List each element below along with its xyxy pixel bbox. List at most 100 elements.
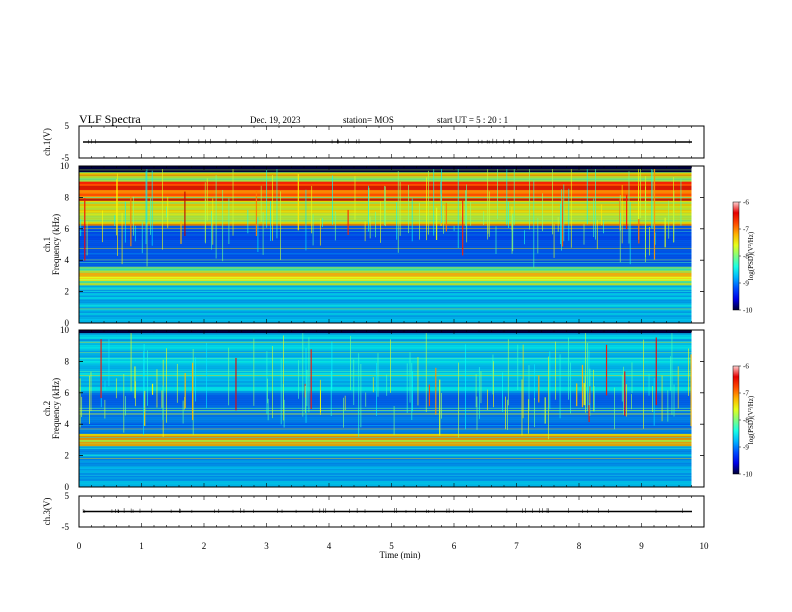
- ch2-spectrogram-band-row: [79, 349, 692, 352]
- ch2-spectrogram-band-row: [79, 376, 692, 380]
- ch2-spectrogram-band-row: [79, 450, 692, 453]
- ch1-spectrogram-ytick-label: 0: [65, 318, 70, 328]
- ch2-spectrogram-ytick-label: 2: [65, 451, 70, 461]
- ch2-spectrogram-ylabel: Frequency (kHz): [51, 378, 61, 439]
- ch2-spectrogram-band-row: [79, 470, 692, 474]
- ch2-spectrogram-band-row: [79, 353, 692, 356]
- xtick-label: 6: [452, 541, 457, 551]
- ch2-spectrogram-band-row: [79, 456, 692, 459]
- ch2-spectrogram-band-row: [79, 405, 692, 408]
- ch1-spectrogram-band-row: [79, 244, 692, 247]
- ch2-spectrogram-band-row: [79, 429, 692, 432]
- ch1-spectrogram-band-row: [79, 281, 692, 284]
- ch1-spectrogram-panel: 0 2 4 6 8 10 ch.1 Frequency (kHz): [42, 161, 705, 328]
- ch1-waveform-ytick-label: -5: [62, 153, 70, 163]
- ch1-spectrogram-band-row: [79, 270, 692, 274]
- ch1-spectrogram-band-row: [79, 264, 692, 267]
- ch2-spectrogram-band-row: [79, 452, 692, 455]
- xtick-label: 7: [514, 541, 519, 551]
- ch1-spectrogram-sferics: [80, 169, 682, 268]
- ch1-spectrogram-band-row: [79, 317, 692, 320]
- ch2-spectrogram-band-row: [79, 386, 692, 390]
- ch1-spectrogram-band-row: [79, 237, 692, 241]
- ch1-spectrogram-band-row: [79, 311, 692, 314]
- ch2-spectrogram-band-row: [79, 415, 692, 418]
- ch2-spectrogram-sferics: [79, 333, 692, 440]
- ch1-spectrogram-band-row: [79, 272, 692, 276]
- ch1-spectrogram-band-row: [79, 283, 692, 286]
- ch2-spectrogram-band-row: [79, 388, 692, 392]
- xtick-label: 2: [202, 541, 207, 551]
- ch1-spectrogram-band-row: [79, 174, 692, 177]
- ch1-waveform-ytick-label: 5: [65, 121, 70, 131]
- ch1-spectrogram-band-row: [79, 252, 692, 255]
- ch1-spectrogram-band-row: [79, 235, 692, 239]
- ch2-spectrogram-ytick-label: 10: [60, 325, 70, 335]
- ch2-spectrogram-band-row: [79, 433, 692, 437]
- colorbars: -6 -7 -8 -9 -10 log(PSD)(V²/Hz) -6 -7 -8 -9 -10 log…: [732, 199, 755, 479]
- xtick-label: 4: [327, 541, 332, 551]
- ch1-spectrogram-band-row: [79, 241, 692, 245]
- ch1-spectrogram-band-row: [79, 315, 692, 318]
- xtick-label: 3: [264, 541, 269, 551]
- ch1-spectrogram-band-row: [79, 303, 692, 306]
- ch1-spectrogram-band-row: [79, 295, 692, 298]
- ch2-spectrogram-band-row: [79, 364, 692, 368]
- ch1-spectrogram-band-row: [79, 297, 692, 300]
- ch2-spectrogram-band-row: [79, 333, 692, 336]
- ch2-spectrogram-band-row: [79, 446, 692, 449]
- ch2-spectrogram-colorbar: -6 -7 -8 -9 -10 log(PSD)(V²/Hz): [732, 363, 755, 479]
- ch1-spectrogram-ytick-label: 2: [65, 287, 70, 297]
- ch1-spectrogram-band-row: [79, 321, 692, 324]
- ch2-spectrogram-band-row: [79, 462, 692, 465]
- start-time-label: start UT = 5 : 20 : 1: [437, 115, 508, 125]
- ch1-spectrogram-band-row: [79, 172, 692, 175]
- ch2-spectrogram-band-row: [79, 417, 692, 420]
- ch2-spectrogram-panel: 0 2 4 6 8 10 ch.2 Frequency (kHz): [42, 325, 705, 492]
- ch1-spectrogram-band-row: [79, 181, 692, 185]
- ch2-spectrogram-colorbar-tick-label: -7: [743, 390, 749, 398]
- ch1-spectrogram-band-row: [79, 293, 692, 296]
- ch1-spectrogram-band-row: [79, 183, 692, 187]
- ch2-spectrogram-band-row: [79, 458, 692, 461]
- ch2-spectrogram-band-row: [79, 396, 692, 400]
- ch2-spectrogram-band-row: [79, 345, 692, 348]
- ch2-spectrogram-band-row: [79, 474, 692, 478]
- x-axis-label: Time (min): [380, 550, 421, 560]
- ch2-spectrogram-band-row: [79, 372, 692, 376]
- ch2-spectrogram-band-row: [79, 480, 692, 484]
- ch3-waveform-ytick-label: 5: [65, 491, 70, 501]
- ch1-spectrogram-band-row: [79, 258, 692, 261]
- ch2-spectrogram-ylabel: ch.2: [42, 401, 52, 416]
- ch1-spectrogram-band-row: [79, 229, 692, 233]
- ch2-spectrogram-band-row: [79, 355, 692, 358]
- ch1-spectrogram-band-row: [79, 309, 692, 312]
- ch1-spectrogram-band-row: [79, 246, 692, 249]
- ch1-spectrogram-band-row: [79, 274, 692, 277]
- ch2-spectrogram-colorbar-scale: [732, 365, 740, 475]
- ch2-spectrogram-band-row: [79, 398, 692, 402]
- ch1-spectrogram-band-row: [79, 266, 692, 269]
- ch1-spectrogram-colorbar-tick-label: -8: [743, 253, 749, 261]
- ch1-spectrogram-band-row: [79, 262, 692, 265]
- ch1-spectrogram-ylabel: ch.1: [42, 237, 52, 252]
- ch1-spectrogram-ylabel: Frequency (kHz): [51, 214, 61, 275]
- ch1-spectrogram-colorbar-scale: [732, 201, 740, 311]
- x-axis: 0 1 2 3 4 5 6 7 8 9 10: [77, 541, 709, 551]
- ch1-spectrogram-band-row: [79, 248, 692, 251]
- ch2-spectrogram-colorbar-tick-label: -10: [743, 471, 753, 479]
- ch1-spectrogram-band-row: [79, 268, 692, 271]
- ch2-spectrogram-colorbar-tick-label: -9: [743, 444, 749, 452]
- ch2-spectrogram-band-row: [79, 464, 692, 467]
- ch2-spectrogram-band-row: [79, 478, 692, 482]
- ch1-spectrogram-band-row: [79, 256, 692, 259]
- ch1-spectrogram-band-row: [79, 180, 692, 183]
- ch2-spectrogram-band-row: [79, 400, 692, 404]
- ch2-spectrogram-band-row: [79, 360, 692, 364]
- xtick-label: 9: [639, 541, 644, 551]
- ch1-spectrogram-band-row: [79, 260, 692, 263]
- ch2-spectrogram-band-row: [79, 472, 692, 476]
- xtick-label: 10: [700, 541, 710, 551]
- ch2-spectrogram-band-row: [79, 431, 692, 434]
- station-label: station= MOS: [343, 115, 394, 125]
